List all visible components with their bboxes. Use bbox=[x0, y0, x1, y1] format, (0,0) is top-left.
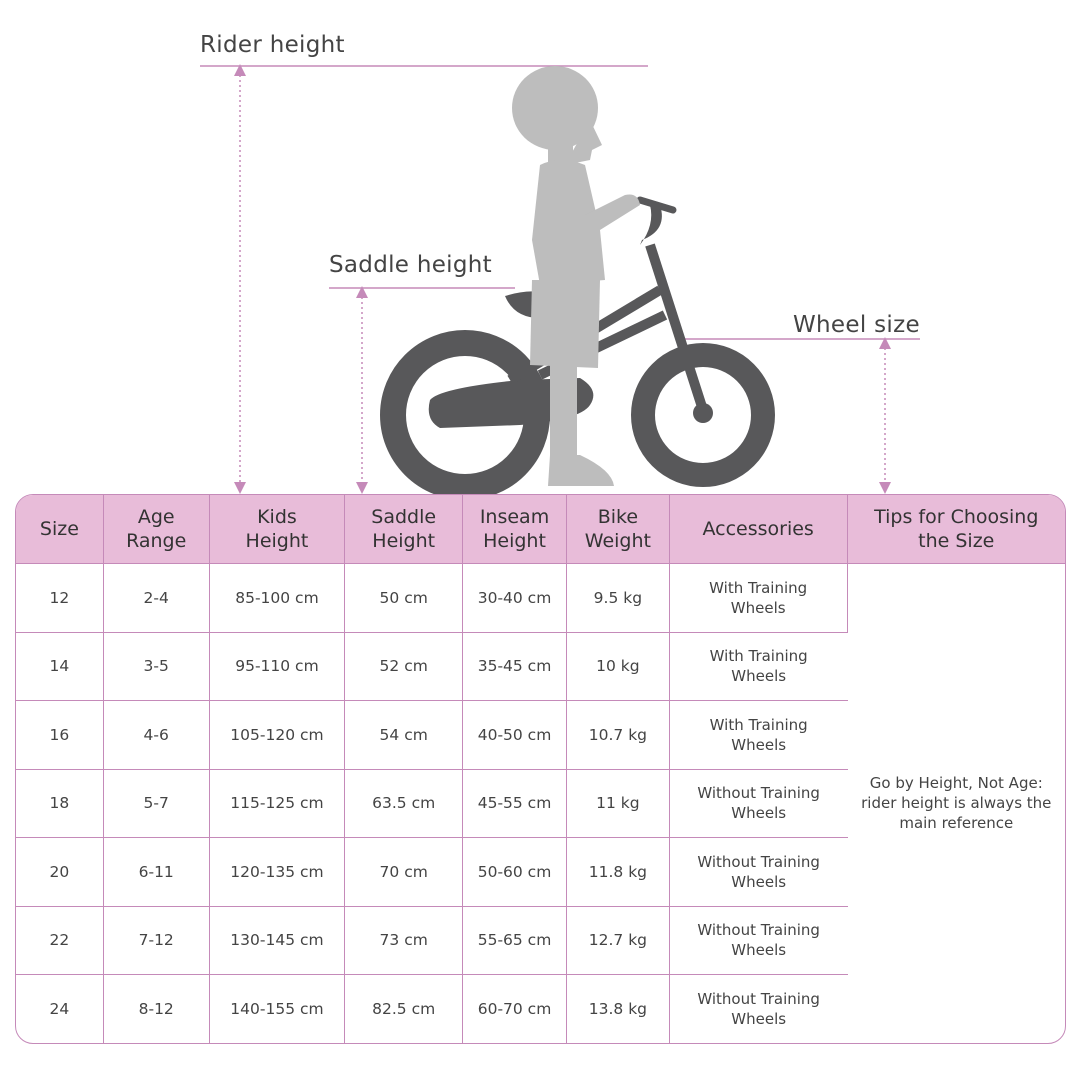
kids-height-cell: 105-120 cm bbox=[209, 701, 346, 770]
age-range-cell: 8-12 bbox=[104, 975, 210, 1043]
inseam-height-cell: 30-40 cm bbox=[463, 564, 567, 633]
bike-weight-cell: 12.7 kg bbox=[566, 906, 670, 975]
size-cell: 18 bbox=[16, 769, 104, 838]
inseam-height-cell: 45-55 cm bbox=[463, 769, 567, 838]
saddle-height-cell: 82.5 cm bbox=[345, 975, 464, 1043]
table-row: 14 3-5 95-110 cm 52 cm 35-45 cm 10 kg With Tra… bbox=[16, 632, 1065, 701]
kids-height-cell: 120-135 cm bbox=[209, 838, 346, 907]
bike-weight-cell: 11.8 kg bbox=[566, 838, 670, 907]
bike-weight-cell: 13.8 kg bbox=[567, 975, 670, 1043]
column-header: Tips for Choosing the Size bbox=[847, 495, 1065, 564]
size-cell: 14 bbox=[16, 632, 104, 701]
inseam-height-cell: 60-70 cm bbox=[463, 975, 567, 1043]
inseam-height-cell: 40-50 cm bbox=[463, 701, 567, 770]
accessories-cell: With Training Wheels bbox=[669, 701, 848, 770]
accessories-cell: Without Training Wheels bbox=[669, 838, 848, 907]
inseam-height-cell: 55-65 cm bbox=[463, 906, 567, 975]
bike-weight-cell: 10.7 kg bbox=[566, 701, 670, 770]
table-row: 12 2-4 85-100 cm 50 cm 30-40 cm 9.5 kg With Tr… bbox=[16, 564, 1065, 832]
accessories-cell: With Training Wheels bbox=[669, 633, 848, 701]
accessories-cell: Without Training Wheels bbox=[669, 907, 848, 975]
age-range-cell: 4-6 bbox=[103, 701, 210, 770]
bike-weight-cell: 10 kg bbox=[566, 632, 670, 701]
age-range-cell: 5-7 bbox=[103, 769, 210, 838]
child-silhouette-icon bbox=[512, 66, 640, 486]
table-row: 20 6-11 120-135 cm 70 cm 50-60 cm 11.8 kg With… bbox=[16, 838, 1065, 907]
table-row: 24 8-12 140-155 cm 82.5 cm 60-70 cm 13.8 kg Wi… bbox=[16, 975, 1065, 1043]
size-table: Size Age Range Kids Height Saddle Height Ins… bbox=[15, 494, 1066, 1044]
rider-height-label: Rider height bbox=[200, 32, 345, 58]
bike-illustration bbox=[200, 64, 920, 500]
table-header: Size Age Range Kids Height Saddle Height Ins… bbox=[16, 495, 1065, 564]
table-row: 16 4-6 105-120 cm 54 cm 40-50 cm 10.7 kg With … bbox=[16, 701, 1065, 770]
kids-height-cell: 130-145 cm bbox=[209, 906, 346, 975]
inseam-height-cell: 35-45 cm bbox=[463, 632, 567, 701]
column-header: Age Range bbox=[103, 495, 210, 564]
kids-height-cell: 85-100 cm bbox=[209, 564, 346, 633]
age-range-cell: 3-5 bbox=[103, 632, 210, 701]
bike-weight-cell: 9.5 kg bbox=[566, 564, 670, 633]
column-header: Accessories bbox=[669, 495, 848, 564]
kids-height-cell: 95-110 cm bbox=[209, 632, 346, 701]
column-header: Saddle Height bbox=[345, 495, 464, 564]
saddle-height-label: Saddle height bbox=[329, 252, 492, 278]
table-row: 22 7-12 130-145 cm 73 cm 55-65 cm 12.7 kg With… bbox=[16, 906, 1065, 975]
kids-height-cell: 140-155 cm bbox=[210, 975, 346, 1043]
column-header: Bike Weight bbox=[566, 495, 670, 564]
kids-height-cell: 115-125 cm bbox=[209, 769, 346, 838]
wheel-size-measure-icon bbox=[680, 337, 920, 494]
size-cell: 16 bbox=[16, 701, 104, 770]
size-cell: 22 bbox=[16, 906, 104, 975]
saddle-height-measure-icon bbox=[329, 286, 515, 494]
inseam-height-cell: 50-60 cm bbox=[463, 838, 567, 907]
age-range-cell: 2-4 bbox=[103, 564, 210, 633]
accessories-cell: Without Training Wheels bbox=[669, 770, 848, 838]
accessories-cell: With Training Wheels bbox=[669, 564, 848, 633]
table-row: 18 5-7 115-125 cm 63.5 cm 45-55 cm 11 kg Witho… bbox=[16, 769, 1065, 838]
age-range-cell: 6-11 bbox=[103, 838, 210, 907]
saddle-height-cell: 63.5 cm bbox=[345, 769, 464, 838]
size-cell: 24 bbox=[16, 975, 104, 1043]
wheel-size-label: Wheel size bbox=[793, 312, 920, 338]
column-header: Inseam Height bbox=[463, 495, 567, 564]
saddle-height-cell: 54 cm bbox=[345, 701, 464, 770]
tip-cell: Go by Height, Not Age: rider height is a… bbox=[861, 774, 1052, 833]
saddle-height-cell: 70 cm bbox=[345, 838, 464, 907]
size-cell: 20 bbox=[16, 838, 104, 907]
saddle-height-cell: 73 cm bbox=[345, 906, 464, 975]
column-header: Kids Height bbox=[209, 495, 346, 564]
size-cell: 12 bbox=[16, 564, 104, 633]
column-header: Size bbox=[16, 495, 104, 564]
bike-weight-cell: 11 kg bbox=[566, 769, 670, 838]
age-range-cell: 7-12 bbox=[103, 906, 210, 975]
accessories-cell: Without Training Wheels bbox=[697, 989, 820, 1028]
saddle-height-cell: 50 cm bbox=[345, 564, 464, 633]
saddle-height-cell: 52 cm bbox=[345, 632, 464, 701]
rider-height-measure-icon bbox=[200, 64, 648, 494]
